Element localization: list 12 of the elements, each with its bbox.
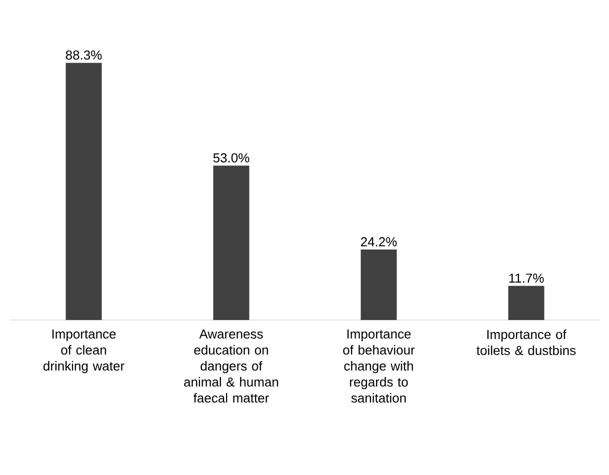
x-tick-label: Importance of toilets & dustbins [476,330,576,356]
bar [360,250,397,320]
data-label: 11.7% [509,274,544,283]
x-tick-label: Importance of clean drinking water [43,330,124,374]
data-label: 53.0% [213,153,250,162]
bar [508,286,544,320]
data-label: 88.3% [66,50,102,60]
x-tick-label: Awareness education on dangers of animal & human faecal matter [184,330,278,403]
bar [66,62,102,320]
x-tick-label: Importance of behaviour change with regards to sanitation [343,330,415,403]
data-label: 24.2% [360,237,397,246]
bar [213,166,250,320]
